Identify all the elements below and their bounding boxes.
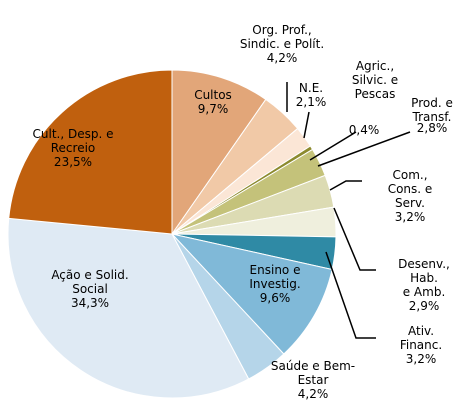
value-label: 3,2%: [405, 352, 437, 366]
category-label: Org. Prof., Sindic. e Polít.: [239, 23, 325, 51]
slice-label: Cult., Desp. e Recreio 23,5%: [33, 127, 114, 169]
leader-line: [329, 180, 362, 191]
pie-slice: [171, 69, 267, 236]
value-label: 4,2%: [297, 387, 329, 401]
value-label: 9,6%: [259, 291, 291, 305]
category-label: Ensino e Investig.: [249, 263, 301, 291]
category-label: Agric., Silvic. e Pescas: [351, 59, 399, 101]
category-label: Prod. e Transf.: [411, 96, 453, 124]
category-label: Ativ. Financ.: [399, 324, 443, 352]
leader-line: [325, 251, 376, 339]
value-label: 23,5%: [53, 155, 93, 169]
pie-slice: [7, 217, 250, 399]
slice-label: Ensino e Investig. 9,6%: [249, 263, 300, 305]
pie-slice: [8, 69, 173, 235]
slice-label: Prod. e Transf.: [411, 96, 453, 124]
value-label: 2,9%: [408, 299, 440, 313]
slice-label: Ativ. Financ. 3,2%: [395, 324, 448, 366]
slice-value: 0,4%: [349, 123, 380, 137]
value-label: 34,3%: [70, 296, 110, 310]
slice-label: Saúde e Bem- Estar 4,2%: [271, 359, 355, 401]
value-label: 2,8%: [416, 121, 448, 135]
leader-line: [333, 207, 376, 271]
leader-line: [303, 111, 310, 139]
slice-label: Com., Cons. e Serv. 3,2%: [378, 168, 442, 224]
slice-label: N.E. 2,1%: [296, 81, 327, 109]
leader-line: [309, 131, 357, 161]
slice-label: Cultos 9,7%: [194, 88, 232, 116]
pie-slice: [170, 233, 333, 355]
category-label: N.E.: [298, 81, 324, 95]
leader-line: [317, 131, 411, 167]
slice-label: Ação e Solid. Social 34,3%: [51, 268, 128, 310]
category-label: Desenv., Hab. e Amb.: [398, 257, 450, 299]
slice-label: Agric., Silvic. e Pescas: [352, 59, 398, 101]
value-label: 2,1%: [295, 95, 327, 109]
slice-label: Desenv., Hab. e Amb. 2,9%: [398, 257, 450, 313]
category-label: Ação e Solid. Social: [51, 268, 129, 296]
value-label: 9,7%: [197, 102, 229, 116]
slice-label: Org. Prof., Sindic. e Polít. 4,2%: [240, 23, 324, 65]
category-label: Com., Cons. e Serv.: [387, 168, 433, 210]
value-label: 4,2%: [266, 51, 298, 65]
category-label: Cult., Desp. e Recreio: [32, 127, 114, 155]
category-label: Saúde e Bem- Estar: [270, 359, 356, 387]
value-label: 0,4%: [348, 123, 380, 137]
slice-value: 2,8%: [417, 121, 448, 135]
value-label: 3,2%: [394, 210, 426, 224]
category-label: Cultos: [194, 88, 232, 102]
